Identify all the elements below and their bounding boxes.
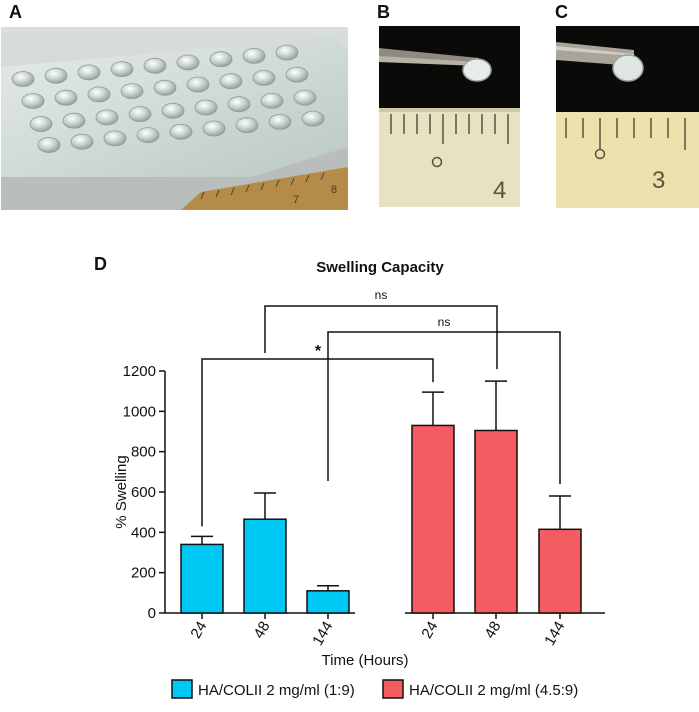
droplet — [136, 127, 160, 143]
photo-b-needle-on-ruler: 4 — [379, 26, 520, 207]
droplet — [169, 123, 193, 140]
droplet — [252, 70, 276, 86]
sig-bracket — [264, 305, 498, 370]
y-tick-label: 600 — [131, 484, 156, 501]
droplet — [202, 120, 226, 137]
x-tick-label: 24 — [187, 619, 210, 642]
droplet — [268, 114, 292, 130]
legend-swatch — [382, 679, 404, 699]
x-tick-label: 48 — [481, 619, 504, 642]
photo-a-microneedle-array: 7 8 — [1, 27, 348, 210]
droplet — [186, 76, 210, 93]
droplet — [11, 71, 35, 87]
droplet — [209, 51, 233, 68]
droplet — [77, 64, 101, 81]
y-axis-label: % Swelling — [113, 455, 130, 528]
droplet — [70, 133, 94, 150]
photo-b-ruler-number: 4 — [493, 177, 506, 204]
droplet — [260, 93, 284, 109]
droplet — [176, 54, 200, 71]
photo-c-needle-on-ruler: 3 — [556, 26, 699, 208]
droplet — [143, 57, 167, 74]
bar — [306, 590, 350, 614]
y-tick-label: 400 — [131, 524, 156, 541]
bar — [411, 424, 455, 614]
bar — [474, 429, 518, 614]
panel-c-label: C — [555, 2, 568, 22]
droplet — [44, 67, 68, 84]
droplet — [235, 117, 259, 134]
droplet — [120, 83, 144, 99]
droplet — [194, 99, 218, 116]
bar — [180, 543, 224, 614]
droplet — [21, 93, 45, 109]
y-tick-label: 800 — [131, 444, 156, 461]
bar — [538, 528, 582, 614]
y-tick-label: 1000 — [123, 403, 156, 420]
legend-label: HA/COLII 2 mg/ml (4.5:9) — [409, 682, 578, 699]
y-tick-label: 1200 — [123, 363, 156, 380]
panel-a-label: A — [9, 2, 22, 22]
droplet — [227, 96, 251, 113]
sig-label: ns — [375, 288, 388, 302]
x-tick-label: 144 — [309, 619, 336, 649]
legend-swatch — [171, 679, 193, 699]
photo-c-ruler-number: 3 — [652, 167, 665, 194]
panel-d-label: D — [94, 254, 107, 274]
x-tick-label: 24 — [418, 619, 441, 642]
sig-label: ns — [438, 315, 451, 329]
droplet — [62, 112, 86, 129]
panel-b-label: B — [377, 2, 390, 22]
droplet — [153, 79, 177, 96]
x-tick-label: 48 — [250, 619, 273, 642]
droplet — [110, 61, 134, 77]
droplet — [219, 73, 243, 90]
x-tick-label: 144 — [541, 619, 568, 649]
droplet — [161, 102, 185, 119]
droplet — [54, 89, 78, 106]
photo-a-ruler-8: 8 — [331, 184, 337, 196]
droplet — [301, 110, 325, 127]
y-tick-label: 0 — [148, 605, 156, 622]
x-axis-label: Time (Hours) — [322, 652, 409, 669]
sig-label: * — [315, 343, 322, 360]
droplet — [29, 116, 53, 132]
y-tick-label: 200 — [131, 565, 156, 582]
droplet — [275, 44, 299, 61]
photo-a-ruler-7: 7 — [293, 194, 299, 206]
sig-bracket — [201, 358, 434, 527]
bar — [243, 518, 287, 614]
sig-bracket — [327, 331, 561, 485]
droplet — [37, 137, 61, 153]
droplet — [242, 47, 266, 64]
droplet — [293, 89, 317, 106]
droplet — [95, 109, 119, 126]
droplet — [285, 66, 309, 83]
droplet — [103, 130, 127, 147]
legend-label: HA/COLII 2 mg/ml (1:9) — [198, 682, 355, 699]
chart-title: Swelling Capacity — [316, 259, 444, 276]
droplet — [128, 106, 152, 122]
droplet — [87, 86, 111, 103]
